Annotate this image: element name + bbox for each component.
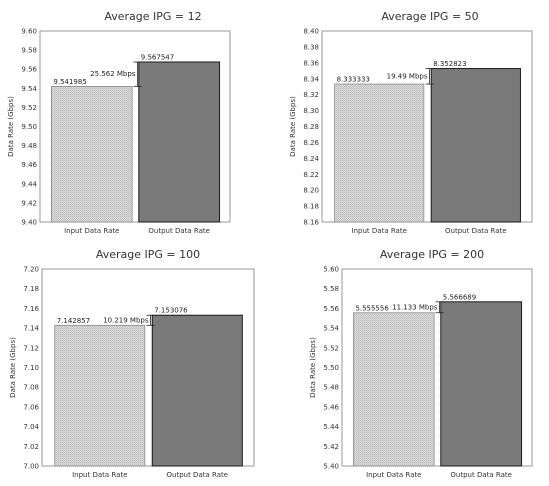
y-tick-label: 7.10 [23, 364, 39, 372]
y-tick-label: 9.54 [21, 85, 37, 93]
data-label: 7.142857 [57, 317, 90, 325]
chart-title: Average IPG = 100 [96, 248, 200, 261]
data-label: 5.555556 [355, 304, 389, 312]
difference-label: 25.562 Mbps [90, 70, 136, 78]
y-tick-label: 7.04 [23, 423, 39, 431]
y-tick-label: 8.40 [303, 28, 319, 36]
bar-input-data-rate [334, 83, 425, 223]
y-tick-label: 7.14 [23, 325, 39, 333]
y-tick-label: 5.60 [323, 266, 339, 274]
bar-input-data-rate [54, 324, 146, 467]
y-tick-label: 9.40 [21, 219, 37, 227]
y-tick-label: 8.36 [303, 59, 319, 67]
category-label: Output Data Rate [445, 227, 507, 235]
chart-panel-3: Average IPG = 100 7.00 7.02 7.04 7.06 7.08 7.1… [9, 248, 255, 479]
difference-label: 10.219 Mbps [103, 316, 149, 324]
y-tick-label: 5.54 [323, 325, 339, 333]
chart-panel-2: Average IPG = 50 8.16 8.18 8.20 8.22 8.24 8.26… [289, 10, 533, 235]
bar-input-data-rate [51, 86, 133, 223]
data-label: 9.541985 [53, 78, 86, 86]
y-tick-label: 9.56 [21, 66, 37, 74]
y-tick-label: 8.26 [303, 139, 319, 147]
category-label: Output Data Rate [450, 471, 512, 479]
y-tick-label: 8.30 [303, 107, 319, 115]
y-tick-label: 5.44 [323, 423, 339, 431]
y-tick-label: 5.40 [323, 463, 339, 471]
chart-title: Average IPG = 12 [104, 10, 201, 23]
chart-title: Average IPG = 50 [381, 10, 478, 23]
category-label: Input Data Rate [64, 227, 119, 235]
y-tick-label: 9.52 [21, 104, 37, 112]
data-label: 7.153076 [154, 307, 188, 315]
y-tick-label: 5.46 [323, 403, 339, 411]
category-label: Output Data Rate [167, 471, 229, 479]
difference-label: 19.49 Mbps [387, 72, 428, 80]
y-tick-label: 8.20 [303, 187, 319, 195]
bar-output-data-rate [430, 68, 521, 223]
y-tick-label: 5.56 [323, 305, 339, 313]
y-axis-label: Data Rate (Gbps) [9, 337, 17, 398]
bar-output-data-rate [138, 61, 221, 223]
y-tick-label: 5.58 [323, 285, 339, 293]
y-tick-label: 7.12 [23, 344, 39, 352]
y-tick-label: 5.42 [323, 443, 339, 451]
y-tick-label: 7.06 [23, 403, 39, 411]
plot-area [39, 30, 231, 223]
data-label: 8.333333 [337, 76, 370, 84]
y-tick-label: 8.28 [303, 123, 319, 131]
y-tick-label: 8.22 [303, 171, 319, 179]
y-tick-label: 7.08 [23, 384, 39, 392]
y-tick-label: 9.46 [21, 161, 37, 169]
difference-label: 11.133 Mbps [392, 303, 438, 311]
y-tick-label: 9.58 [21, 47, 37, 55]
chart-title: Average IPG = 200 [380, 248, 484, 261]
bar-output-data-rate [151, 314, 243, 467]
y-tick-label: 7.02 [23, 443, 39, 451]
data-label: 8.352823 [433, 60, 466, 68]
y-tick-label: 8.24 [303, 155, 319, 163]
plot-area [341, 268, 533, 467]
data-label: 9.567547 [141, 53, 174, 61]
y-axis-label: Data Rate (Gbps) [289, 96, 297, 157]
y-tick-label: 9.48 [21, 142, 37, 150]
y-tick-label: 5.52 [323, 344, 339, 352]
y-tick-label: 9.42 [21, 199, 37, 207]
bar-input-data-rate [352, 312, 435, 467]
y-axis-label: Data Rate (Gbps) [7, 96, 15, 157]
y-tick-label: 7.20 [23, 266, 39, 274]
chart-panel-4: Average IPG = 200 5.40 5.42 5.44 5.46 5.48 5.5… [309, 248, 533, 479]
y-tick-label: 8.38 [303, 43, 319, 51]
category-label: Output Data Rate [148, 227, 210, 235]
y-tick-label: 7.00 [23, 463, 39, 471]
plot-area [321, 30, 533, 223]
y-tick-label: 5.50 [323, 364, 339, 372]
category-label: Input Data Rate [366, 471, 421, 479]
y-tick-label: 8.16 [303, 219, 319, 227]
y-tick-label: 9.60 [21, 28, 37, 36]
category-label: Input Data Rate [352, 227, 407, 235]
y-tick-label: 7.16 [23, 305, 39, 313]
data-label: 5.566689 [443, 293, 476, 301]
category-label: Input Data Rate [72, 471, 127, 479]
y-axis-label: Data Rate (Gbps) [309, 337, 317, 398]
y-tick-label: 9.50 [21, 123, 37, 131]
y-tick-label: 9.44 [21, 180, 37, 188]
chart-panel-1: Average IPG = 12 9.40 9.42 9.44 9.46 9.48 9.50… [7, 10, 231, 235]
y-tick-label: 8.18 [303, 203, 319, 211]
y-tick-label: 8.32 [303, 91, 319, 99]
plot-area [41, 268, 255, 467]
y-tick-label: 8.34 [303, 75, 319, 83]
y-tick-label: 7.18 [23, 285, 39, 293]
bar-output-data-rate [440, 301, 523, 467]
y-tick-label: 5.48 [323, 384, 339, 392]
